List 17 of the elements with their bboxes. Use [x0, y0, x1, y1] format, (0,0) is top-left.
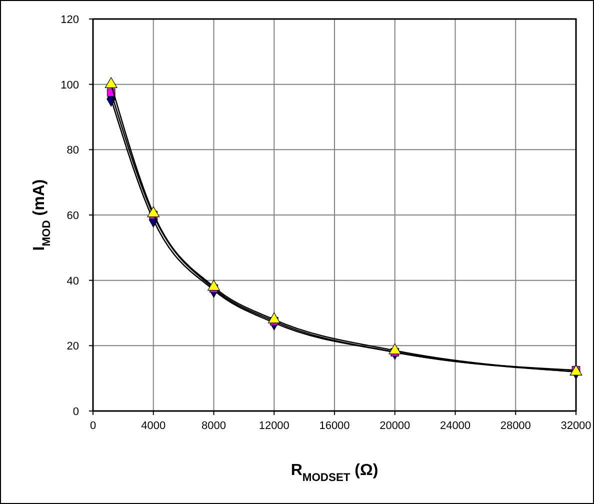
x-axis-title: R$_{MODSET}$ (Ω) — [290, 462, 378, 484]
x-tick-label: 32000 — [560, 420, 592, 432]
y-tick-label: 120 — [60, 14, 79, 26]
x-tick-label: 20000 — [380, 420, 410, 432]
x-tick-label: 24000 — [440, 420, 471, 432]
y-tick-label: 20 — [66, 340, 79, 353]
y-tick-label: 100 — [60, 79, 79, 92]
y-tick-label: 80 — [66, 144, 79, 157]
x-tick-label: 4000 — [141, 420, 166, 432]
x-tick-label: 28000 — [500, 420, 531, 432]
x-tick-label: 0 — [90, 420, 96, 432]
x-tick-label: 16000 — [319, 420, 350, 432]
y-tick-label: 60 — [66, 210, 79, 222]
y-tick-label: 0 — [72, 406, 79, 418]
x-tick-label: 8000 — [202, 420, 226, 432]
x-tick-label: 12000 — [258, 420, 290, 432]
y-tick-label: 40 — [66, 275, 79, 288]
